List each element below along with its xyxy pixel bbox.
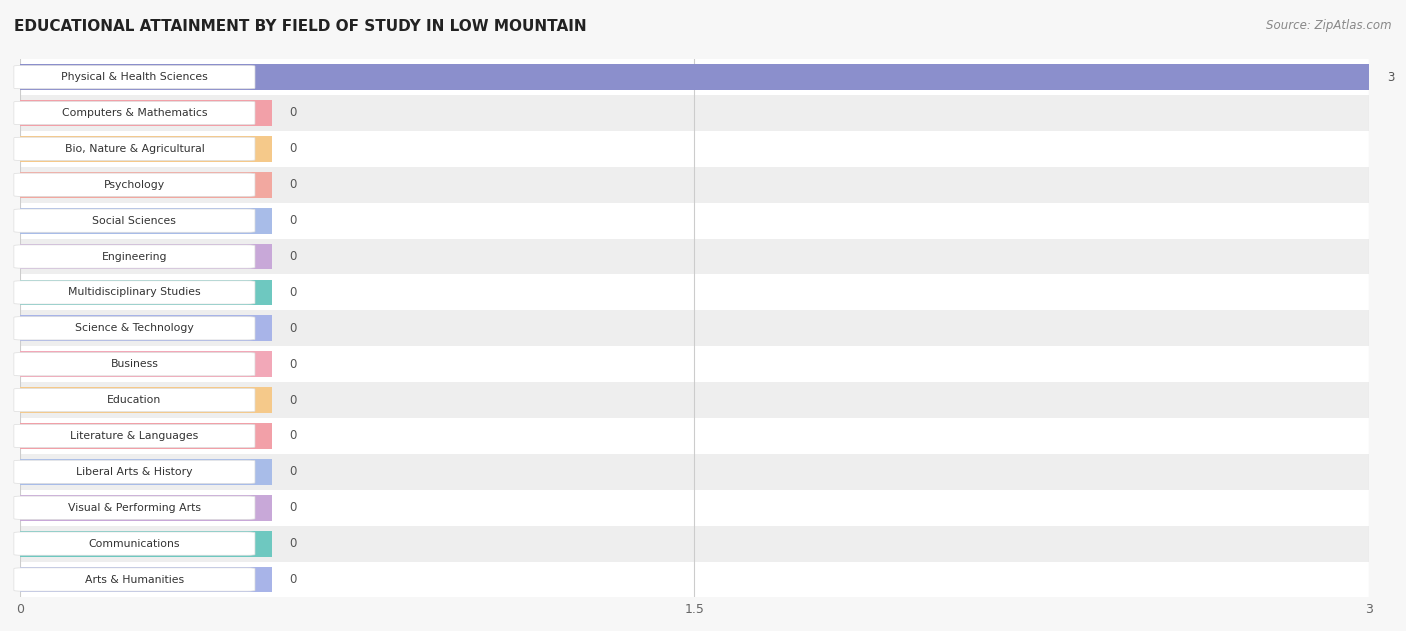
Text: 0: 0 [290,537,297,550]
Text: Liberal Arts & History: Liberal Arts & History [76,467,193,477]
Bar [20,95,1369,131]
Bar [20,203,1369,239]
Bar [20,310,1369,346]
FancyBboxPatch shape [14,209,254,232]
FancyBboxPatch shape [14,138,254,160]
Bar [20,274,1369,310]
Text: 0: 0 [290,465,297,478]
Text: Business: Business [111,359,159,369]
Bar [20,64,1369,90]
FancyBboxPatch shape [14,281,254,304]
FancyBboxPatch shape [14,496,254,519]
FancyBboxPatch shape [14,424,254,447]
Bar [20,172,271,198]
FancyBboxPatch shape [14,245,254,268]
Bar [20,562,1369,598]
FancyBboxPatch shape [14,173,254,196]
Text: Science & Technology: Science & Technology [75,323,194,333]
FancyBboxPatch shape [14,317,254,340]
Text: 0: 0 [290,322,297,335]
FancyBboxPatch shape [14,102,254,125]
Text: 0: 0 [290,286,297,299]
Text: Multidisciplinary Studies: Multidisciplinary Studies [67,288,201,297]
Bar [20,567,271,593]
Text: 0: 0 [290,179,297,191]
Text: EDUCATIONAL ATTAINMENT BY FIELD OF STUDY IN LOW MOUNTAIN: EDUCATIONAL ATTAINMENT BY FIELD OF STUDY… [14,19,586,34]
Bar [20,526,1369,562]
Bar [20,490,1369,526]
Bar [20,346,1369,382]
Text: 0: 0 [290,573,297,586]
Bar [20,495,271,521]
FancyBboxPatch shape [14,568,254,591]
Bar [20,423,271,449]
FancyBboxPatch shape [14,389,254,411]
Bar [20,208,271,233]
Bar [20,382,1369,418]
Text: Education: Education [107,395,162,405]
Text: 0: 0 [290,143,297,155]
Text: 0: 0 [290,250,297,263]
Text: Engineering: Engineering [101,252,167,261]
Text: Visual & Performing Arts: Visual & Performing Arts [67,503,201,513]
Text: 0: 0 [290,214,297,227]
Text: 0: 0 [290,358,297,370]
Bar [20,454,1369,490]
Bar [20,244,271,269]
Bar [20,131,1369,167]
Text: 3: 3 [1388,71,1395,84]
Text: 0: 0 [290,107,297,119]
Bar [20,387,271,413]
Text: Bio, Nature & Agricultural: Bio, Nature & Agricultural [65,144,204,154]
FancyBboxPatch shape [14,460,254,483]
Bar [20,531,271,557]
Bar [20,280,271,305]
Text: Social Sciences: Social Sciences [93,216,176,226]
Text: 0: 0 [290,394,297,406]
Text: Physical & Health Sciences: Physical & Health Sciences [60,72,208,82]
Bar [20,459,271,485]
Bar [20,59,1369,95]
Bar [20,239,1369,274]
Bar [20,136,271,162]
Bar [20,418,1369,454]
FancyBboxPatch shape [14,532,254,555]
Text: Communications: Communications [89,539,180,548]
Text: 0: 0 [290,501,297,514]
Text: Literature & Languages: Literature & Languages [70,431,198,441]
Bar [20,351,271,377]
Text: Computers & Mathematics: Computers & Mathematics [62,108,207,118]
Text: Source: ZipAtlas.com: Source: ZipAtlas.com [1267,19,1392,32]
Text: Arts & Humanities: Arts & Humanities [84,574,184,584]
FancyBboxPatch shape [14,353,254,376]
FancyBboxPatch shape [14,66,254,89]
Text: 0: 0 [290,430,297,442]
Bar [20,316,271,341]
Bar [20,167,1369,203]
Text: Psychology: Psychology [104,180,165,190]
Bar [20,100,271,126]
